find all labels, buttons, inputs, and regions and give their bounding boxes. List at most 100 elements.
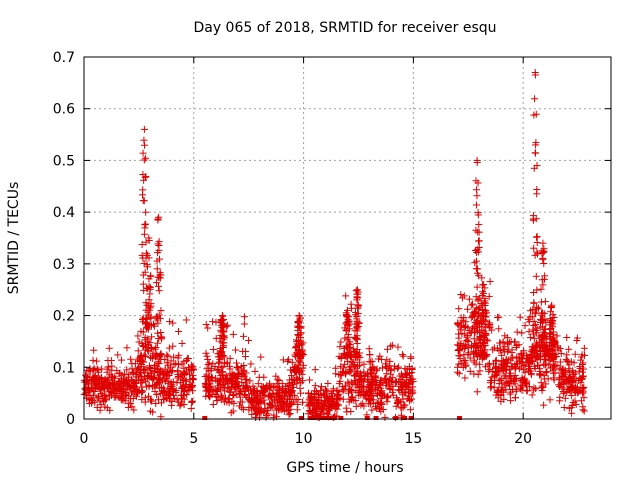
peak-point <box>153 257 161 265</box>
peak-point <box>144 344 152 352</box>
data-point <box>563 357 571 365</box>
data-point <box>137 327 145 335</box>
data-point <box>398 351 406 359</box>
data-point <box>109 381 117 389</box>
data-point <box>461 374 469 382</box>
data-point <box>177 400 185 408</box>
data-point <box>246 377 254 385</box>
data-point <box>134 356 142 364</box>
data-point <box>223 377 231 385</box>
data-point <box>577 379 585 387</box>
data-point <box>118 371 126 379</box>
peak-point <box>474 297 482 305</box>
peak-point <box>539 317 547 325</box>
data-point <box>546 396 554 404</box>
peak-point <box>481 331 489 339</box>
data-point <box>93 365 101 373</box>
data-point <box>336 377 344 385</box>
peak-point <box>140 230 148 238</box>
data-point <box>539 383 547 391</box>
data-point <box>240 387 248 395</box>
peak-point <box>537 285 545 293</box>
data-point <box>403 369 411 377</box>
peak-point <box>154 282 162 290</box>
data-point <box>163 371 171 379</box>
data-point <box>455 370 463 378</box>
data-point <box>293 376 301 384</box>
peak-point <box>530 346 538 354</box>
data-point <box>571 350 579 358</box>
data-point <box>336 394 344 402</box>
data-point <box>89 356 97 364</box>
data-point <box>371 373 379 381</box>
data-point <box>543 368 551 376</box>
data-point <box>288 358 296 366</box>
data-point <box>387 342 395 350</box>
data-point <box>369 392 377 400</box>
data-point <box>184 355 192 363</box>
peak-point <box>539 239 547 247</box>
data-point <box>274 405 282 413</box>
zero-point <box>307 416 313 420</box>
data-point <box>474 370 482 378</box>
data-point <box>365 396 373 404</box>
data-point <box>96 386 104 394</box>
y-tick-label: 0.6 <box>53 102 75 118</box>
data-point <box>488 367 496 375</box>
data-point <box>348 358 356 366</box>
peak-point <box>217 338 225 346</box>
data-point <box>243 383 251 391</box>
data-point <box>556 381 564 389</box>
data-point <box>234 369 242 377</box>
data-point <box>189 398 197 406</box>
peak-point <box>140 351 148 359</box>
data-point <box>267 393 275 401</box>
data-point <box>214 382 222 390</box>
data-point <box>484 337 492 345</box>
chart-title: Day 065 of 2018, SRMTID for receiver esq… <box>193 20 496 36</box>
peak-point <box>157 307 165 315</box>
data-point <box>498 358 506 366</box>
data-point <box>291 368 299 376</box>
data-point <box>561 394 569 402</box>
data-point <box>264 410 272 418</box>
data-point <box>117 356 125 364</box>
data-point <box>174 370 182 378</box>
data-point <box>257 353 265 361</box>
zero-point <box>323 416 329 420</box>
data-point <box>541 361 549 369</box>
data-point <box>457 291 465 299</box>
peak-point <box>353 286 361 294</box>
y-tick-label: 0.7 <box>53 50 75 66</box>
data-point <box>230 399 238 407</box>
peak-point <box>145 296 153 304</box>
data-point <box>407 353 415 361</box>
data-point <box>226 362 234 370</box>
peak-point <box>216 334 224 342</box>
data-point <box>564 358 572 366</box>
peak-point <box>154 316 162 324</box>
peak-point <box>532 309 540 317</box>
peak-point <box>138 241 146 249</box>
data-point <box>339 364 347 372</box>
data-point <box>247 360 255 368</box>
data-point <box>557 349 565 357</box>
peak-point <box>296 323 304 331</box>
data-point <box>365 358 373 366</box>
data-point <box>294 364 302 372</box>
data-point <box>502 386 510 394</box>
data-point <box>105 374 113 382</box>
data-point <box>513 353 521 361</box>
data-point <box>153 391 161 399</box>
data-point <box>573 383 581 391</box>
data-point <box>570 359 578 367</box>
data-point <box>254 395 262 403</box>
data-point <box>170 353 178 361</box>
data-point <box>405 388 413 396</box>
data-point <box>268 402 276 410</box>
data-point <box>349 393 357 401</box>
peak-point <box>220 339 228 347</box>
peak-point <box>342 311 350 319</box>
data-point <box>467 314 475 322</box>
zero-point <box>402 416 408 420</box>
